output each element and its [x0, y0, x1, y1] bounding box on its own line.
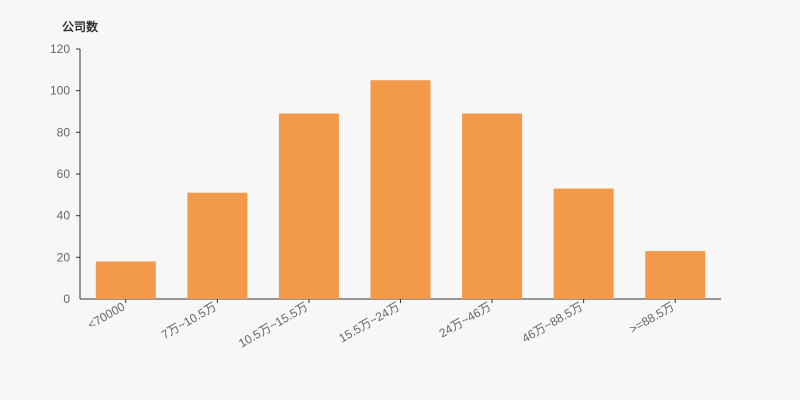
svg-text:15.5万~24万: 15.5万~24万: [336, 299, 402, 345]
svg-text:24万~46万: 24万~46万: [437, 299, 494, 340]
svg-text:>=88.5万: >=88.5万: [627, 299, 677, 336]
svg-text:40: 40: [57, 209, 71, 223]
svg-text:100: 100: [50, 84, 70, 98]
svg-text:20: 20: [57, 250, 71, 264]
svg-text:<70000: <70000: [85, 299, 127, 331]
svg-text:公司数: 公司数: [62, 19, 99, 34]
svg-text:60: 60: [57, 167, 71, 181]
svg-text:46万~88.5万: 46万~88.5万: [519, 299, 585, 345]
svg-text:120: 120: [50, 42, 70, 56]
svg-text:80: 80: [57, 125, 71, 139]
svg-text:7万~10.5万: 7万~10.5万: [159, 299, 219, 342]
svg-text:10.5万~15.5万: 10.5万~15.5万: [236, 299, 310, 350]
svg-text:0: 0: [63, 292, 70, 306]
